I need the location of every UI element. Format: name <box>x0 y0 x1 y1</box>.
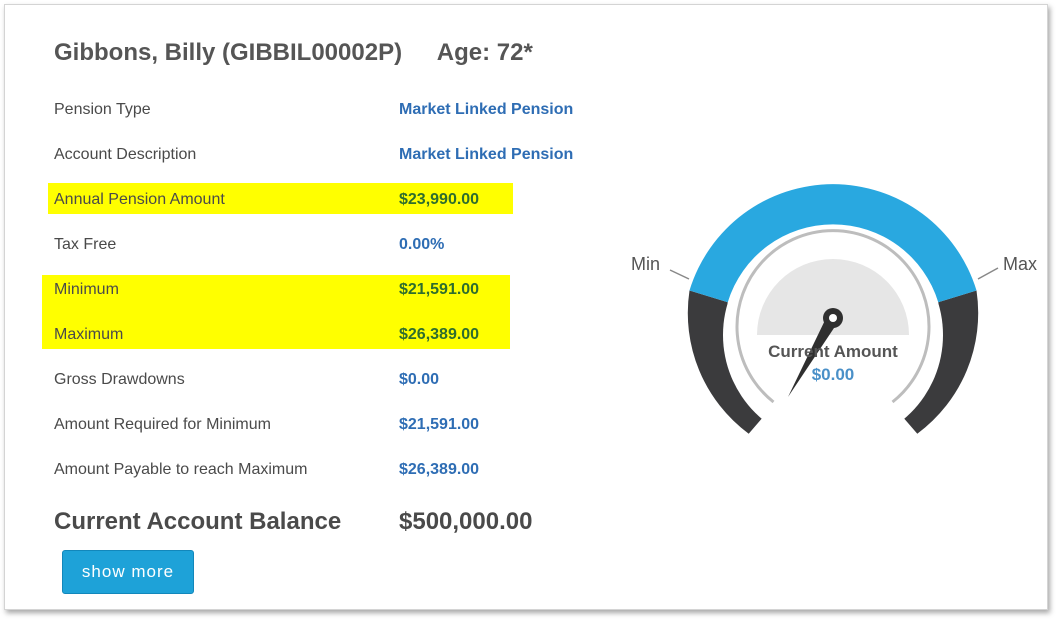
amount-required-minimum-value: $21,591.00 <box>399 416 480 433</box>
max-connector <box>977 267 999 280</box>
gauge-dial-face <box>757 259 909 335</box>
gauge-range-band <box>689 184 977 303</box>
annual-pension-amount-value: $23,990.00 <box>399 191 480 208</box>
gauge-needle <box>788 314 838 397</box>
pension-type-value: Market Linked Pension <box>399 101 574 118</box>
pension-gauge: Min Max Current Amount $0.00 <box>631 184 1037 445</box>
minimum-value: $21,591.00 <box>399 281 480 298</box>
maximum-value: $26,389.00 <box>399 326 480 343</box>
gauge-center-value: $0.00 <box>812 365 855 384</box>
gauge-max-label: Max <box>1003 254 1037 274</box>
highlight-min-max <box>42 275 510 349</box>
amount-required-minimum-label: Amount Required for Minimum <box>54 416 271 433</box>
client-name: Gibbons, Billy (GIBBIL00002P) <box>54 39 403 66</box>
maximum-label: Maximum <box>54 326 124 343</box>
gauge-min-label: Min <box>631 254 660 274</box>
show-more-button[interactable]: show more <box>62 550 194 594</box>
annual-pension-amount-label: Annual Pension Amount <box>54 191 225 208</box>
amount-payable-maximum-label: Amount Payable to reach Maximum <box>54 461 308 478</box>
min-connector <box>669 269 690 280</box>
gauge-center-label: Current Amount <box>768 342 898 361</box>
client-header: Gibbons, Billy (GIBBIL00002P) Age: 72* <box>54 39 533 67</box>
pension-type-label: Pension Type <box>54 101 151 118</box>
current-balance-label: Current Account Balance <box>54 508 342 535</box>
tax-free-label: Tax Free <box>54 236 117 253</box>
gauge-inner-ring <box>735 229 931 404</box>
gross-drawdowns-label: Gross Drawdowns <box>54 371 185 388</box>
client-age: Age: 72* <box>436 39 533 66</box>
account-description-label: Account Description <box>54 146 197 163</box>
tax-free-value: 0.00% <box>399 236 445 253</box>
account-description-value: Market Linked Pension <box>399 146 574 163</box>
highlight-annual-pension <box>48 183 513 214</box>
amount-payable-maximum-value: $26,389.00 <box>399 461 480 478</box>
gross-drawdowns-value: $0.00 <box>399 371 440 388</box>
minimum-label: Minimum <box>54 281 119 298</box>
current-balance-value: $500,000.00 <box>399 508 533 535</box>
